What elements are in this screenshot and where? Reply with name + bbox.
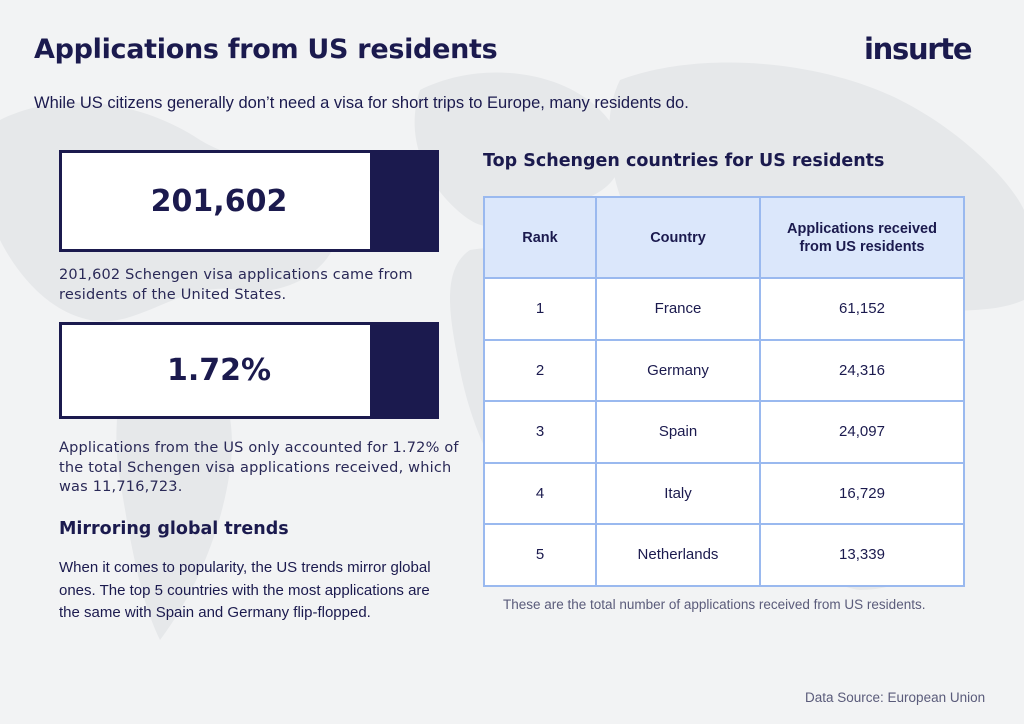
stat-value-applications: 201,602 — [150, 183, 288, 219]
column-header-country: Country — [595, 196, 761, 279]
brand-logo: insurte — [864, 32, 973, 66]
page-subtitle: While US citizens generally don’t need a… — [34, 94, 689, 112]
stat-card-share: 1.72% — [59, 322, 439, 419]
cell-applications: 13,339 — [759, 523, 965, 587]
cell-rank: 3 — [483, 400, 597, 464]
table-row: 3 Spain 24,097 — [483, 400, 965, 464]
cell-country: France — [595, 277, 761, 341]
cell-rank: 2 — [483, 338, 597, 402]
cell-applications: 24,097 — [759, 400, 965, 464]
page-title: Applications from US residents — [34, 34, 498, 65]
cell-rank: 4 — [483, 461, 597, 525]
section-heading: Mirroring global trends — [59, 519, 289, 539]
table-row: 1 France 61,152 — [483, 277, 965, 341]
cell-applications: 24,316 — [759, 338, 965, 402]
cell-country: Italy — [595, 461, 761, 525]
cell-country: Germany — [595, 338, 761, 402]
cell-country: Netherlands — [595, 523, 761, 587]
column-header-applications: Applications received from US residents — [759, 196, 965, 279]
cell-applications: 16,729 — [759, 461, 965, 525]
cell-applications: 61,152 — [759, 277, 965, 341]
stat-value-share: 1.72% — [166, 353, 272, 388]
countries-table: Rank Country Applications received from … — [483, 196, 965, 587]
cell-rank: 5 — [483, 523, 597, 587]
cell-country: Spain — [595, 400, 761, 464]
stat-card-accent — [370, 325, 436, 416]
column-header-rank: Rank — [483, 196, 597, 279]
cell-rank: 1 — [483, 277, 597, 341]
table-header-row: Rank Country Applications received from … — [483, 196, 965, 279]
table-row: 5 Netherlands 13,339 — [483, 523, 965, 587]
table-row: 4 Italy 16,729 — [483, 461, 965, 525]
table-footnote: These are the total number of applicatio… — [503, 597, 926, 612]
section-body: When it comes to popularity, the US tren… — [59, 559, 431, 621]
stat-description-share: Applications from the US only accounted … — [59, 440, 459, 495]
stat-description-applications: 201,602 Schengen visa applications came … — [59, 267, 413, 303]
data-source: Data Source: European Union — [805, 690, 986, 705]
stat-card-applications: 201,602 — [59, 150, 439, 252]
stat-card-accent — [370, 153, 436, 249]
table-title: Top Schengen countries for US residents — [483, 151, 885, 171]
table-row: 2 Germany 24,316 — [483, 338, 965, 402]
